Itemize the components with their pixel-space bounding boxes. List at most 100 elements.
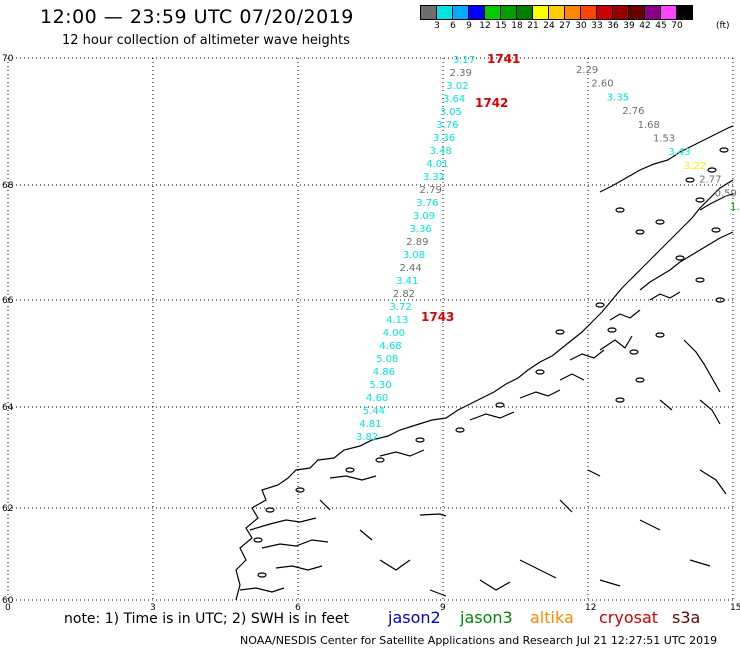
satellite-legend-item: jason3 — [460, 608, 513, 627]
coastline-segment — [559, 499, 573, 513]
island-outline — [655, 219, 665, 225]
wave-height-value: 3.76 — [436, 120, 458, 131]
wave-height-value: 3.32 — [423, 172, 445, 183]
wave-height-value: 2.39 — [450, 68, 472, 79]
wave-height-value: 4.01 — [426, 159, 448, 170]
island-outline — [595, 302, 605, 308]
wave-height-value: 4.13 — [386, 315, 408, 326]
color-swatch — [676, 5, 693, 20]
color-scale-unit: (ft) — [716, 21, 730, 31]
latitude-label: 68 — [2, 181, 14, 191]
wave-height-value: 3.64 — [443, 94, 465, 105]
island-outline — [345, 467, 355, 473]
color-scale-label: 3 — [434, 21, 440, 31]
coastline-segment — [599, 579, 621, 587]
wave-height-value: 2.60 — [591, 79, 613, 90]
wave-height-value: 3.02 — [446, 81, 468, 92]
coastline-segment — [235, 179, 734, 601]
wave-height-value: 3.36 — [410, 224, 432, 235]
color-scale-label: 18 — [511, 21, 523, 31]
island-outline — [253, 537, 263, 543]
color-scale-label: 30 — [575, 21, 587, 31]
island-outline — [535, 369, 545, 375]
satellite-legend-item: altika — [530, 608, 574, 627]
coastline-segment — [249, 517, 317, 531]
wave-height-value: 5.08 — [376, 354, 398, 365]
wave-height-value: 3.72 — [389, 302, 411, 313]
color-scale-label: 42 — [639, 21, 651, 31]
island-outline — [607, 327, 617, 333]
track-number-label: 1741 — [487, 52, 520, 66]
coastline — [235, 125, 734, 601]
wave-height-value: 3.48 — [430, 146, 452, 157]
color-scale-label: 21 — [527, 21, 539, 31]
coastline-segment — [599, 335, 633, 351]
coastline-segment — [699, 469, 727, 495]
island-outline — [555, 329, 565, 335]
wave-height-value: 3.43 — [668, 147, 690, 158]
island-outline — [615, 207, 625, 213]
coastline-segment — [479, 579, 511, 591]
wave-height-value: 4.68 — [379, 341, 401, 352]
page-subtitle: 12 hour collection of altimeter wave hei… — [62, 33, 350, 48]
coastline-segment — [275, 565, 323, 571]
coastline-segment — [689, 559, 711, 567]
wave-height-value: 2.44 — [399, 263, 421, 274]
coastline-segment — [519, 389, 561, 399]
wave-height-value: 3.05 — [440, 107, 462, 118]
wave-height-value: 4.81 — [359, 419, 381, 430]
color-scale-label: 70 — [671, 21, 683, 31]
island-outline — [495, 402, 505, 408]
color-scale-label: 36 — [607, 21, 619, 31]
coastline-segment — [359, 529, 373, 541]
track-number-label: 1743 — [421, 310, 454, 324]
map-grid — [7, 57, 734, 601]
satellite-legend-item: jason2 — [388, 608, 441, 627]
island-outline — [715, 297, 725, 303]
latitude-label: 70 — [2, 54, 14, 64]
island-outline — [685, 177, 695, 183]
coastline-segment — [261, 539, 329, 549]
wave-height-value: 1.68 — [638, 120, 660, 131]
wave-height-value: 3.22 — [684, 161, 706, 172]
wave-height-value: 3.35 — [607, 92, 629, 103]
island-outline — [257, 572, 267, 578]
island-outline — [635, 377, 645, 383]
wave-height-value: 4.60 — [366, 393, 388, 404]
wave-height-value: 5.30 — [369, 380, 391, 391]
units-note: note: 1) Time is in UTC; 2) SWH is in fe… — [64, 611, 350, 627]
wave-height-value: 4.86 — [373, 367, 395, 378]
island-outline — [629, 349, 639, 355]
color-scale-label: 12 — [479, 21, 491, 31]
coastline-segment — [659, 399, 673, 411]
coastline-segment — [319, 499, 331, 511]
color-scale-label: 45 — [655, 21, 667, 31]
color-scale-label: 15 — [495, 21, 507, 31]
island-outline — [615, 397, 625, 403]
wave-height-value: 1.95 — [730, 202, 740, 213]
island-outline — [415, 437, 425, 443]
wave-height-value: 2.76 — [622, 106, 644, 117]
wave-height-value: 2.29 — [576, 65, 598, 76]
wave-height-value: 3.09 — [413, 211, 435, 222]
color-scale-label: 33 — [591, 21, 603, 31]
island-outline — [375, 457, 385, 463]
coastline-segment — [239, 587, 285, 593]
page-title: 12:00 — 23:59 UTC 07/20/2019 — [40, 6, 354, 28]
coastline-segment — [609, 309, 641, 321]
map-axes: 70 68 66 64 62 600 3 6 9 12 15 — [2, 54, 740, 613]
wave-height-value: 3.41 — [396, 276, 418, 287]
island-outline — [675, 255, 685, 261]
footer-credit: NOAA/NESDIS Center for Satellite Applica… — [240, 634, 718, 647]
longitude-label: 15 — [730, 603, 740, 613]
island-outline — [695, 197, 705, 203]
island-outline — [719, 147, 729, 153]
satellite-legend-item: cryosat — [599, 608, 659, 627]
wave-height-readings: 3.17 2.39 3.02 3.64 3.05 3.76 3.36 3.48 4.01 3.32… — [356, 52, 740, 443]
latitude-label: 64 — [2, 403, 14, 413]
wave-height-value: 3.82 — [356, 432, 378, 443]
coastline-segment — [649, 291, 681, 301]
wave-height-value: 3.17 — [453, 55, 475, 66]
wave-height-value: 5.44 — [363, 406, 385, 417]
